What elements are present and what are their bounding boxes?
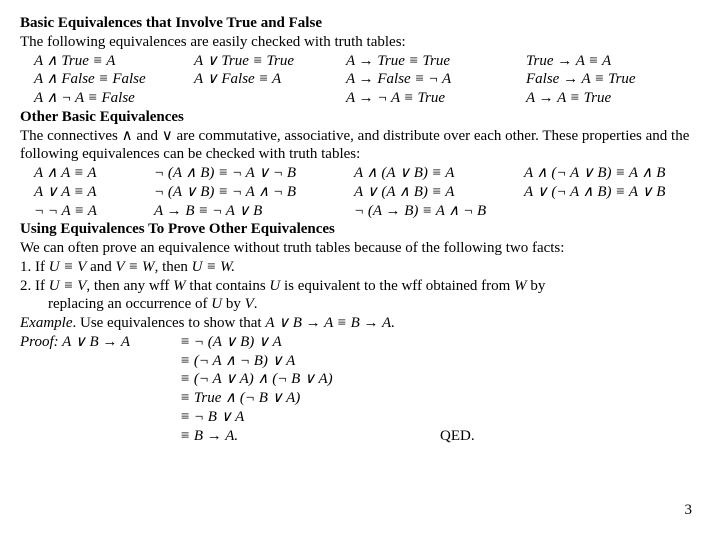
eq-cell: A → B ≡ ¬ A ∨ B <box>154 202 354 221</box>
intro-text-2: The connectives ∧ and ∨ are commutative,… <box>20 127 700 165</box>
eq-cell: A ∨ (¬ A ∧ B) ≡ A ∨ B <box>524 183 665 202</box>
proof-block: Proof: A ∨ B → A ≡ ¬ (A ∨ B) ∨ A ≡ (¬ A … <box>20 333 700 446</box>
proof-step: ≡ ¬ B ∨ A <box>180 408 440 427</box>
page-number: 3 <box>685 501 693 520</box>
intro-text-3: We can often prove an equivalence withou… <box>20 239 700 258</box>
proof-step: ≡ B → A. <box>180 427 440 446</box>
eq-cell: False → A ≡ True <box>526 70 636 89</box>
eq-cell: A ∨ False ≡ A <box>194 70 346 89</box>
eq-cell: ¬ (A ∧ B) ≡ ¬ A ∨ ¬ B <box>154 164 354 183</box>
fact-2: 2. If U ≡ V, then any wff W that contain… <box>20 277 700 296</box>
eq-cell: A ∨ (A ∧ B) ≡ A <box>354 183 524 202</box>
eq-cell: A → True ≡ True <box>346 52 526 71</box>
heading-basic-equivalences: Basic Equivalences that Involve True and… <box>20 14 700 33</box>
eq-cell: A → ¬ A ≡ True <box>346 89 526 108</box>
proof-step: ≡ (¬ A ∨ A) ∧ (¬ B ∨ A) <box>180 370 440 389</box>
fact-1: 1. If U ≡ V and V ≡ W, then U ≡ W. <box>20 258 700 277</box>
eq-cell: True → A ≡ A <box>526 52 611 71</box>
equivalence-block-2: A ∧ A ≡ A ¬ (A ∧ B) ≡ ¬ A ∨ ¬ B A ∧ (A ∨… <box>20 164 700 220</box>
proof-step: ≡ True ∧ (¬ B ∨ A) <box>180 389 440 408</box>
eq-cell: ¬ ¬ A ≡ A <box>34 202 154 221</box>
fact-2-line2: replacing an occurrence of U by V. <box>20 295 700 314</box>
eq-cell: A ∧ ¬ A ≡ False <box>34 89 194 108</box>
eq-cell: A ∧ (¬ A ∨ B) ≡ A ∧ B <box>524 164 665 183</box>
eq-cell: A → False ≡ ¬ A <box>346 70 526 89</box>
eq-cell: A ∧ (A ∨ B) ≡ A <box>354 164 524 183</box>
intro-text-1: The following equivalences are easily ch… <box>20 33 700 52</box>
eq-cell: ¬ (A → B) ≡ A ∧ ¬ B <box>354 202 524 221</box>
heading-using-equivalences: Using Equivalences To Prove Other Equiva… <box>20 220 700 239</box>
eq-cell: ¬ (A ∨ B) ≡ ¬ A ∧ ¬ B <box>154 183 354 202</box>
eq-cell <box>194 89 346 108</box>
proof-step: ≡ (¬ A ∧ ¬ B) ∨ A <box>180 352 440 371</box>
qed: QED. <box>440 427 475 446</box>
proof-step: ≡ ¬ (A ∨ B) ∨ A <box>180 333 440 352</box>
example-line: Example. Use equivalences to show that A… <box>20 314 700 333</box>
eq-cell: A ∨ True ≡ True <box>194 52 346 71</box>
eq-cell: A ∧ True ≡ A <box>34 52 194 71</box>
eq-cell: A ∨ A ≡ A <box>34 183 154 202</box>
proof-label: Proof: A ∨ B → A <box>20 333 180 352</box>
eq-cell: A → A ≡ True <box>526 89 611 108</box>
equivalence-block-1: A ∧ True ≡ A A ∨ True ≡ True A → True ≡ … <box>20 52 700 108</box>
eq-cell: A ∧ False ≡ False <box>34 70 194 89</box>
heading-other-equivalences: Other Basic Equivalences <box>20 108 700 127</box>
eq-cell: A ∧ A ≡ A <box>34 164 154 183</box>
